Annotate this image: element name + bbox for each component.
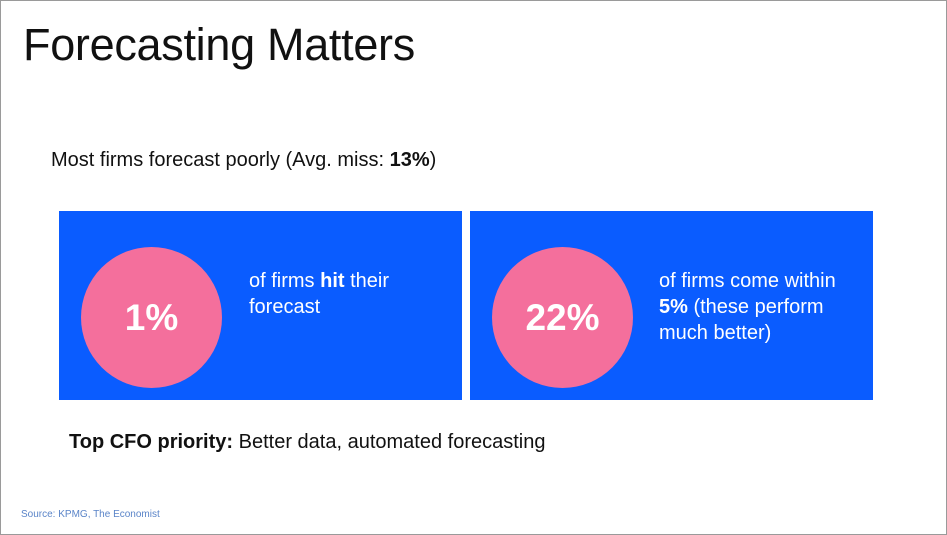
stat-card-within-five-percent: 22% of firms come within 5% (these perfo… xyxy=(470,211,873,400)
stat-description: of firms come within 5% (these perform m… xyxy=(659,268,859,346)
subtitle-suffix: ) xyxy=(429,149,437,171)
slide-subtitle: Most firms forecast poorly (Avg. miss: 1… xyxy=(51,149,436,172)
priority-text: Better data, automated forecasting xyxy=(233,431,546,453)
stat-text-part: their forecast xyxy=(249,270,390,318)
slide-title: Forecasting Matters xyxy=(23,19,415,70)
stat-description: of firms hit their forecast xyxy=(249,268,449,320)
source-note: Source: KPMG, The Economist xyxy=(21,509,160,520)
cfo-priority: Top CFO priority: Better data, automated… xyxy=(69,431,545,454)
stat-circle: 1% xyxy=(81,247,222,388)
stat-circle: 22% xyxy=(492,247,633,388)
stat-text-part: (these perform much better) xyxy=(659,296,824,344)
subtitle-prefix: Most firms forecast poorly (Avg. miss: xyxy=(51,149,390,171)
stat-text-emphasis: hit xyxy=(320,270,345,292)
priority-label: Top CFO priority: xyxy=(69,431,234,453)
stat-text-part: of firms come within xyxy=(659,270,836,292)
stat-card-hit-forecast: 1% of firms hit their forecast xyxy=(59,211,462,400)
stat-text-part: of firms xyxy=(249,270,321,292)
subtitle-highlight: 13% xyxy=(389,149,430,171)
stat-text-emphasis: 5% xyxy=(659,296,688,318)
